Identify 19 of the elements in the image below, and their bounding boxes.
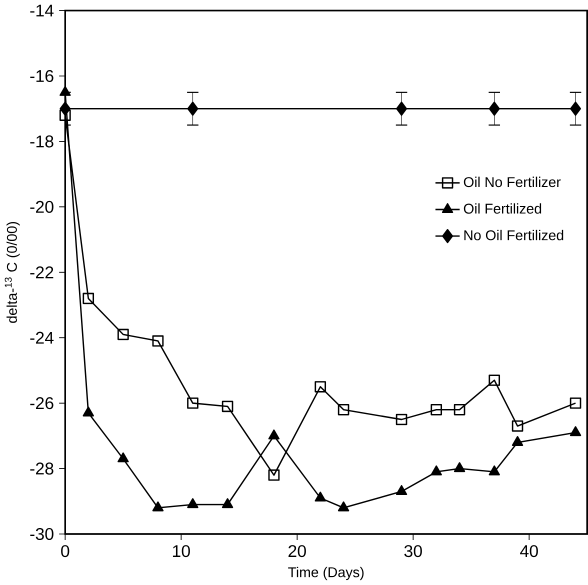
x-tick-label: 30 (404, 545, 422, 558)
y-axis-title: delta-$^{13}$ C (0/00) (4, 222, 20, 323)
y-tick-label: -30 (30, 528, 54, 540)
y-tick-label: -18 (30, 136, 54, 148)
y-tick-label: -16 (30, 70, 54, 82)
x-tick-label: 20 (288, 545, 306, 558)
legend-label: Oil Fertilized (464, 203, 542, 214)
y-tick-label: -26 (30, 397, 54, 410)
legend-label: Oil No Fertilizer (464, 176, 561, 188)
y-tick-label: -22 (30, 266, 54, 278)
y-tick-label: -14 (30, 4, 54, 17)
legend-label: No Oil Fertilized (464, 230, 564, 240)
x-tick-label: 40 (520, 545, 538, 558)
x-axis-title: Time (Days) (288, 566, 364, 580)
y-tick-label: -20 (30, 200, 54, 213)
x-tick-label: 0 (61, 545, 70, 558)
x-tick-label: 10 (172, 545, 190, 558)
y-tick-label: -28 (30, 462, 54, 475)
y-tick-label: -24 (30, 332, 54, 344)
